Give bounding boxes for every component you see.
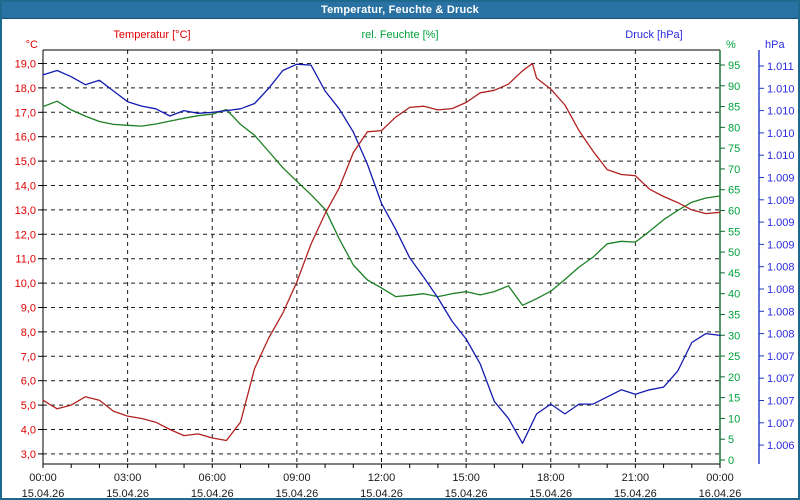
svg-text:10: 10	[728, 413, 740, 425]
svg-text:1.009: 1.009	[767, 173, 795, 185]
x-axis-ticks: 00:00 15.04.26 03:00 15.04.26 06:00 15.04.26 0…	[22, 464, 742, 500]
svg-text:19,0: 19,0	[15, 59, 36, 71]
svg-text:00:00: 00:00	[29, 472, 57, 484]
svg-text:1.006: 1.006	[767, 440, 795, 452]
svg-text:0: 0	[728, 455, 734, 467]
temperature-curve	[42, 62, 721, 442]
svg-text:1.010: 1.010	[767, 128, 795, 140]
humidity-axis-unit: %	[726, 39, 736, 51]
svg-text:5: 5	[728, 434, 734, 446]
svg-text:1.009: 1.009	[767, 195, 795, 207]
svg-text:65: 65	[728, 185, 740, 197]
svg-text:16,0: 16,0	[15, 132, 36, 144]
svg-text:1.007: 1.007	[767, 418, 795, 430]
left-axis-unit: °C	[25, 39, 38, 51]
svg-text:7,0: 7,0	[21, 351, 36, 363]
svg-text:30: 30	[728, 330, 740, 342]
svg-text:1.008: 1.008	[767, 262, 795, 274]
svg-text:15.04.26: 15.04.26	[529, 488, 572, 500]
svg-text:9,0: 9,0	[21, 303, 36, 315]
svg-text:12:00: 12:00	[368, 472, 396, 484]
title-bar: Temperatur, Feuchte & Druck	[2, 2, 798, 19]
svg-text:95: 95	[728, 60, 740, 72]
svg-text:00:00: 00:00	[706, 472, 734, 484]
svg-text:15.04.26: 15.04.26	[191, 488, 234, 500]
svg-text:80: 80	[728, 122, 740, 134]
svg-text:15.04.26: 15.04.26	[275, 488, 318, 500]
svg-text:6,0: 6,0	[21, 376, 36, 388]
svg-text:1.010: 1.010	[767, 150, 795, 162]
svg-text:90: 90	[728, 81, 740, 93]
legend-pressure: Druck [hPa]	[625, 29, 683, 41]
svg-text:15.04.26: 15.04.26	[22, 488, 65, 500]
svg-text:70: 70	[728, 164, 740, 176]
legend-humidity: rel. Feuchte [%]	[361, 29, 439, 41]
svg-text:8,0: 8,0	[21, 327, 36, 339]
svg-text:1.009: 1.009	[767, 239, 795, 251]
svg-text:15.04.26: 15.04.26	[445, 488, 488, 500]
svg-text:15.04.26: 15.04.26	[360, 488, 403, 500]
vertical-gridlines	[127, 50, 636, 464]
svg-text:16.04.26: 16.04.26	[699, 488, 742, 500]
svg-text:11,0: 11,0	[15, 254, 36, 266]
svg-text:60: 60	[728, 206, 740, 218]
svg-text:85: 85	[728, 102, 740, 114]
left-axis-ticks: 19,0 18,0 17,0 16,0 15,0 14,0 13,0 12,0 11,0 10,0…	[15, 59, 43, 461]
svg-text:25: 25	[728, 351, 740, 363]
plot-area: 19,0 18,0 17,0 16,0 15,0 14,0 13,0 12,0 11,0 10,0…	[15, 49, 795, 500]
window-title: Temperatur, Feuchte & Druck	[320, 4, 479, 16]
svg-text:50: 50	[728, 247, 740, 259]
svg-text:06:00: 06:00	[198, 472, 226, 484]
svg-text:1.007: 1.007	[767, 351, 795, 363]
svg-text:1.009: 1.009	[767, 217, 795, 229]
svg-text:12,0: 12,0	[15, 229, 36, 241]
legend-temperature: Temperatur [°C]	[113, 29, 191, 41]
svg-text:1.010: 1.010	[767, 106, 795, 118]
pressure-axis-unit: hPa	[765, 39, 785, 51]
svg-text:15.04.26: 15.04.26	[106, 488, 149, 500]
svg-text:20: 20	[728, 372, 740, 384]
svg-text:3,0: 3,0	[21, 449, 36, 461]
svg-text:1.008: 1.008	[767, 284, 795, 296]
pressure-curve	[42, 63, 721, 444]
svg-text:1.011: 1.011	[767, 61, 794, 73]
svg-text:15,0: 15,0	[15, 156, 36, 168]
pressure-axis: 1.011 1.010 1.010 1.010 1.010 1.009 1.009 1.009…	[758, 50, 795, 464]
svg-text:55: 55	[728, 226, 740, 238]
humidity-axis-ticks: 0 5 10 15 20 25 30 35 40 45 50 55 60 65 70 75 80 85 90 95	[720, 60, 740, 467]
svg-text:75: 75	[728, 143, 740, 155]
svg-text:15: 15	[728, 393, 740, 405]
svg-text:1.010: 1.010	[767, 83, 795, 95]
svg-text:1.007: 1.007	[767, 373, 795, 385]
svg-text:1.007: 1.007	[767, 396, 795, 408]
svg-text:10,0: 10,0	[15, 278, 36, 290]
svg-text:03:00: 03:00	[114, 472, 142, 484]
svg-text:40: 40	[728, 289, 740, 301]
svg-text:14,0: 14,0	[15, 181, 36, 193]
svg-text:18,0: 18,0	[15, 83, 36, 95]
svg-text:21:00: 21:00	[622, 472, 650, 484]
svg-text:45: 45	[728, 268, 740, 280]
svg-text:09:00: 09:00	[283, 472, 311, 484]
svg-text:15.04.26: 15.04.26	[614, 488, 657, 500]
svg-text:35: 35	[728, 309, 740, 321]
svg-text:13,0: 13,0	[15, 205, 36, 217]
svg-text:4,0: 4,0	[21, 425, 36, 437]
svg-text:5,0: 5,0	[21, 400, 36, 412]
svg-text:17,0: 17,0	[15, 107, 36, 119]
humidity-curve	[42, 100, 721, 306]
svg-text:1.008: 1.008	[767, 306, 795, 318]
svg-text:18:00: 18:00	[537, 472, 565, 484]
svg-text:15:00: 15:00	[452, 472, 480, 484]
svg-text:1.008: 1.008	[767, 329, 795, 341]
